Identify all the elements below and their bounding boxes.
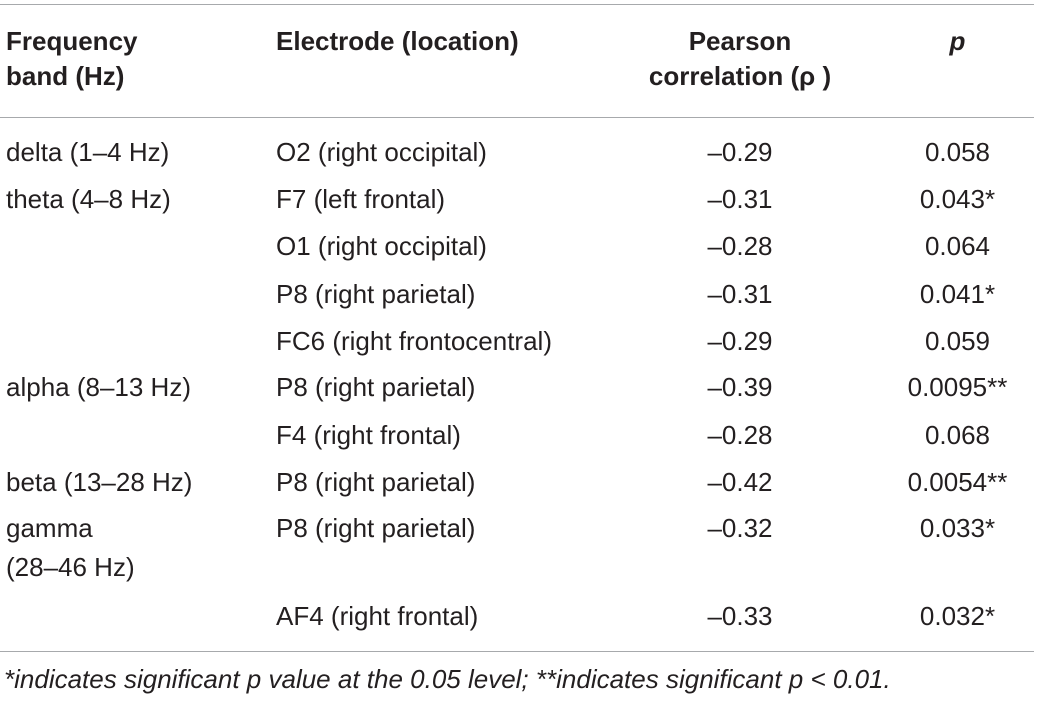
header-pearson-correlation: Pearson correlation (ρ ) xyxy=(600,24,880,94)
cell-frequency-band-line2: (28–46 Hz) xyxy=(6,552,135,582)
cell-pearson-correlation: –0.29 xyxy=(707,326,773,356)
cell-p-value: 0.0054** xyxy=(907,467,1008,497)
cell-electrode: O1 (right occipital) xyxy=(276,231,487,261)
header-pearson-line1: Pearson xyxy=(688,26,792,56)
cell-electrode: P8 (right parietal) xyxy=(276,372,476,402)
cell-electrode: F4 (right frontal) xyxy=(276,420,461,450)
cell-p-value: 0.033* xyxy=(919,513,996,543)
cell-pearson-correlation: –0.28 xyxy=(707,420,773,450)
cell-frequency-band: beta (13–28 Hz) xyxy=(6,467,193,497)
table-header-rule xyxy=(0,117,1034,118)
header-frequency-band-line1: Frequency xyxy=(6,26,138,56)
cell-p-value: 0.064 xyxy=(924,231,991,261)
cell-p-value: 0.043* xyxy=(919,184,996,214)
cell-frequency-band: gamma xyxy=(6,513,93,543)
header-frequency-band-line2: band (Hz) xyxy=(6,61,125,91)
cell-electrode: P8 (right parietal) xyxy=(276,513,476,543)
cell-frequency-band: theta (4–8 Hz) xyxy=(6,184,171,214)
table-bottom-rule xyxy=(0,651,1034,652)
cell-p-value: 0.058 xyxy=(924,137,991,167)
header-pearson-line2: correlation (ρ ) xyxy=(648,61,832,91)
cell-p-value: 0.059 xyxy=(924,326,991,356)
cell-electrode: P8 (right parietal) xyxy=(276,467,476,497)
cell-p-value: 0.032* xyxy=(919,601,996,631)
cell-pearson-correlation: –0.31 xyxy=(707,184,773,214)
header-electrode: Electrode (location) xyxy=(276,26,519,56)
cell-electrode: P8 (right parietal) xyxy=(276,279,476,309)
cell-pearson-correlation: –0.32 xyxy=(707,513,773,543)
header-p-value: p xyxy=(949,26,966,56)
header-frequency-band: Frequency band (Hz) xyxy=(6,24,138,94)
cell-pearson-correlation: –0.31 xyxy=(707,279,773,309)
cell-p-value: 0.068 xyxy=(924,420,991,450)
cell-electrode: F7 (left frontal) xyxy=(276,184,446,214)
cell-p-value: 0.0095** xyxy=(907,372,1008,402)
cell-pearson-correlation: –0.42 xyxy=(707,467,773,497)
cell-electrode: FC6 (right frontocentral) xyxy=(276,326,552,356)
cell-p-value: 0.041* xyxy=(919,279,996,309)
cell-pearson-correlation: –0.39 xyxy=(707,372,773,402)
table-footnote: *indicates significant p value at the 0.… xyxy=(4,664,891,694)
cell-frequency-band: alpha (8–13 Hz) xyxy=(6,372,191,402)
table-top-rule xyxy=(0,4,1034,5)
cell-pearson-correlation: –0.33 xyxy=(707,601,773,631)
cell-pearson-correlation: –0.28 xyxy=(707,231,773,261)
cell-electrode: AF4 (right frontal) xyxy=(276,601,479,631)
cell-pearson-correlation: –0.29 xyxy=(707,137,773,167)
cell-frequency-band: delta (1–4 Hz) xyxy=(6,137,170,167)
cell-electrode: O2 (right occipital) xyxy=(276,137,487,167)
